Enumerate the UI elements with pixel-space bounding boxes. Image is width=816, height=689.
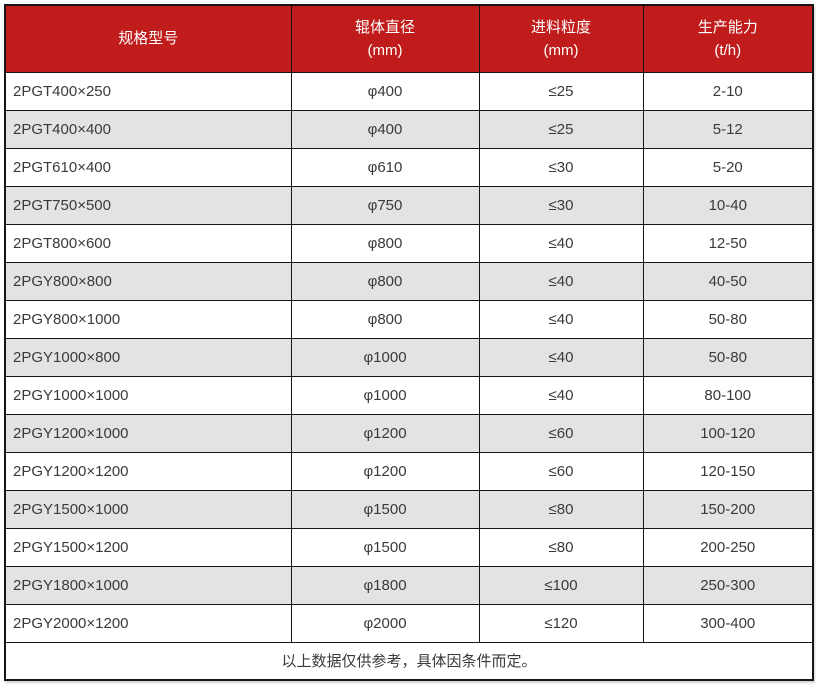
- feed-size-cell: ≤25: [478, 71, 644, 111]
- roller-diameter-cell: φ1200: [290, 413, 480, 453]
- spec-row: 2PGY1500×1200 φ1500 ≤80 200-250: [4, 527, 814, 567]
- model-cell: 2PGT750×500: [4, 185, 292, 225]
- spec-row: 2PGT400×400 φ400 ≤25 5-12: [4, 109, 814, 149]
- col-header-feed-size: 进料粒度 (mm): [478, 4, 644, 73]
- feed-size-cell: ≤100: [478, 565, 644, 605]
- feed-size-cell: ≤30: [478, 185, 644, 225]
- footer-note: 以上数据仅供参考，具体因条件而定。: [4, 641, 814, 681]
- spec-row: 2PGT610×400 φ610 ≤30 5-20: [4, 147, 814, 187]
- col-header-roller-diameter: 辊体直径 (mm): [290, 4, 480, 73]
- capacity-cell: 120-150: [642, 451, 814, 491]
- capacity-cell: 200-250: [642, 527, 814, 567]
- roller-diameter-cell: φ800: [290, 299, 480, 339]
- col-header-capacity: 生产能力 (t/h): [642, 4, 814, 73]
- roller-diameter-cell: φ750: [290, 185, 480, 225]
- spec-row: 2PGY1000×800 φ1000 ≤40 50-80: [4, 337, 814, 377]
- roller-diameter-cell: φ800: [290, 261, 480, 301]
- spec-row: 2PGY2000×1200 φ2000 ≤120 300-400: [4, 603, 814, 643]
- roller-diameter-cell: φ1000: [290, 337, 480, 377]
- model-cell: 2PGT610×400: [4, 147, 292, 187]
- feed-size-cell: ≤60: [478, 413, 644, 453]
- roller-crusher-spec-table: 规格型号 辊体直径 (mm) 进料粒度 (mm) 生产能力 (t/h) 2PGT…: [4, 4, 814, 681]
- model-cell: 2PGY1800×1000: [4, 565, 292, 605]
- table-header: 规格型号 辊体直径 (mm) 进料粒度 (mm) 生产能力 (t/h): [4, 4, 814, 73]
- spec-row: 2PGY1200×1000 φ1200 ≤60 100-120: [4, 413, 814, 453]
- spec-row: 2PGT750×500 φ750 ≤30 10-40: [4, 185, 814, 225]
- model-cell: 2PGY800×800: [4, 261, 292, 301]
- col-header-feed-size-label: 进料粒度: [530, 18, 591, 36]
- spec-row: 2PGY1500×1000 φ1500 ≤80 150-200: [4, 489, 814, 529]
- feed-size-cell: ≤30: [478, 147, 644, 187]
- spec-row: 2PGT400×250 φ400 ≤25 2-10: [4, 71, 814, 111]
- roller-diameter-cell: φ800: [290, 223, 480, 263]
- table-footer: 以上数据仅供参考，具体因条件而定。: [4, 641, 814, 681]
- table-body: 2PGT400×250 φ400 ≤25 2-10 2PGT400×400 φ400 ≤25…: [4, 71, 814, 643]
- footer-row: 以上数据仅供参考，具体因条件而定。: [4, 641, 814, 681]
- header-row: 规格型号 辊体直径 (mm) 进料粒度 (mm) 生产能力 (t/h): [4, 4, 814, 73]
- model-cell: 2PGT400×250: [4, 71, 292, 111]
- spec-row: 2PGY1800×1000 φ1800 ≤100 250-300: [4, 565, 814, 605]
- model-cell: 2PGY1500×1000: [4, 489, 292, 529]
- feed-size-cell: ≤60: [478, 451, 644, 491]
- spec-row: 2PGY1200×1200 φ1200 ≤60 120-150: [4, 451, 814, 491]
- capacity-cell: 5-12: [642, 109, 814, 149]
- model-cell: 2PGT800×600: [4, 223, 292, 263]
- feed-size-cell: ≤120: [478, 603, 644, 643]
- model-cell: 2PGT400×400: [4, 109, 292, 149]
- roller-diameter-cell: φ400: [290, 71, 480, 111]
- model-cell: 2PGY2000×1200: [4, 603, 292, 643]
- roller-diameter-cell: φ1500: [290, 527, 480, 567]
- model-cell: 2PGY1200×1200: [4, 451, 292, 491]
- spec-row: 2PGT800×600 φ800 ≤40 12-50: [4, 223, 814, 263]
- model-cell: 2PGY1000×800: [4, 337, 292, 377]
- capacity-cell: 80-100: [642, 375, 814, 415]
- model-cell: 2PGY1500×1200: [4, 527, 292, 567]
- roller-diameter-cell: φ610: [290, 147, 480, 187]
- feed-size-cell: ≤40: [478, 299, 644, 339]
- spec-row: 2PGY1000×1000 φ1000 ≤40 80-100: [4, 375, 814, 415]
- col-header-roller-diameter-label: 辊体直径: [354, 18, 415, 36]
- col-header-model: 规格型号: [4, 4, 292, 73]
- col-header-feed-size-unit: (mm): [543, 41, 579, 59]
- roller-diameter-cell: φ2000: [290, 603, 480, 643]
- feed-size-cell: ≤40: [478, 375, 644, 415]
- feed-size-cell: ≤40: [478, 337, 644, 377]
- model-cell: 2PGY800×1000: [4, 299, 292, 339]
- feed-size-cell: ≤80: [478, 489, 644, 529]
- capacity-cell: 100-120: [642, 413, 814, 453]
- col-header-model-label: 规格型号: [118, 29, 179, 47]
- capacity-cell: 10-40: [642, 185, 814, 225]
- capacity-cell: 12-50: [642, 223, 814, 263]
- spec-row: 2PGY800×1000 φ800 ≤40 50-80: [4, 299, 814, 339]
- roller-diameter-cell: φ1800: [290, 565, 480, 605]
- capacity-cell: 2-10: [642, 71, 814, 111]
- roller-diameter-cell: φ1000: [290, 375, 480, 415]
- col-header-capacity-label: 生产能力: [697, 18, 758, 36]
- feed-size-cell: ≤25: [478, 109, 644, 149]
- capacity-cell: 250-300: [642, 565, 814, 605]
- spec-row: 2PGY800×800 φ800 ≤40 40-50: [4, 261, 814, 301]
- feed-size-cell: ≤80: [478, 527, 644, 567]
- roller-diameter-cell: φ1200: [290, 451, 480, 491]
- capacity-cell: 50-80: [642, 337, 814, 377]
- roller-diameter-cell: φ400: [290, 109, 480, 149]
- capacity-cell: 40-50: [642, 261, 814, 301]
- roller-diameter-cell: φ1500: [290, 489, 480, 529]
- capacity-cell: 50-80: [642, 299, 814, 339]
- model-cell: 2PGY1200×1000: [4, 413, 292, 453]
- col-header-capacity-unit: (t/h): [714, 41, 742, 59]
- feed-size-cell: ≤40: [478, 261, 644, 301]
- feed-size-cell: ≤40: [478, 223, 644, 263]
- capacity-cell: 300-400: [642, 603, 814, 643]
- model-cell: 2PGY1000×1000: [4, 375, 292, 415]
- capacity-cell: 5-20: [642, 147, 814, 187]
- col-header-roller-diameter-unit: (mm): [367, 41, 403, 59]
- capacity-cell: 150-200: [642, 489, 814, 529]
